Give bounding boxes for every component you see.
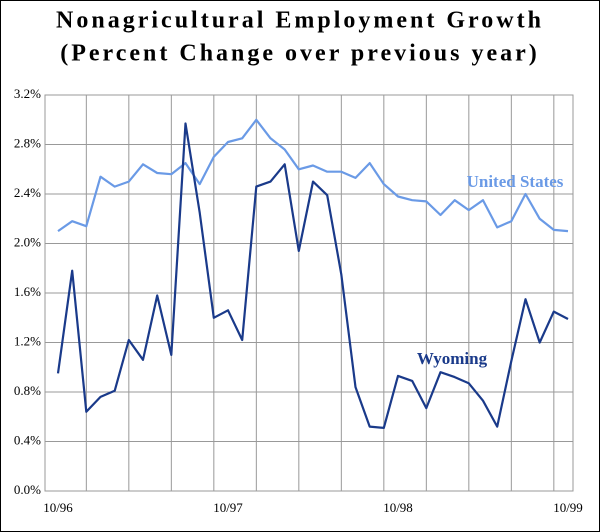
- y-tick-label: 0.0%: [14, 482, 41, 497]
- chart-subtitle: (Percent Change over previous year): [60, 41, 540, 67]
- y-tick-label: 2.4%: [14, 185, 41, 200]
- chart-title: Nonagricultural Employment Growth: [56, 8, 544, 34]
- series-line: [57, 118, 569, 233]
- series-line: [56, 122, 569, 429]
- x-tick-label: 10/99: [553, 500, 583, 515]
- x-tick-label: 10/97: [213, 500, 243, 515]
- y-tick-label: 2.8%: [14, 135, 41, 150]
- x-tick-label: 10/98: [383, 500, 413, 515]
- y-tick-label: 1.6%: [14, 284, 41, 299]
- y-tick-label: 2.0%: [14, 234, 41, 249]
- y-tick-label: 0.4%: [14, 432, 41, 447]
- x-tick-label: 10/96: [43, 500, 73, 515]
- series-label: Wyoming: [417, 349, 488, 368]
- y-tick-label: 3.2%: [14, 86, 41, 101]
- series-label: United States: [467, 172, 564, 191]
- y-tick-label: 0.8%: [14, 383, 41, 398]
- y-tick-label: 1.2%: [14, 333, 41, 348]
